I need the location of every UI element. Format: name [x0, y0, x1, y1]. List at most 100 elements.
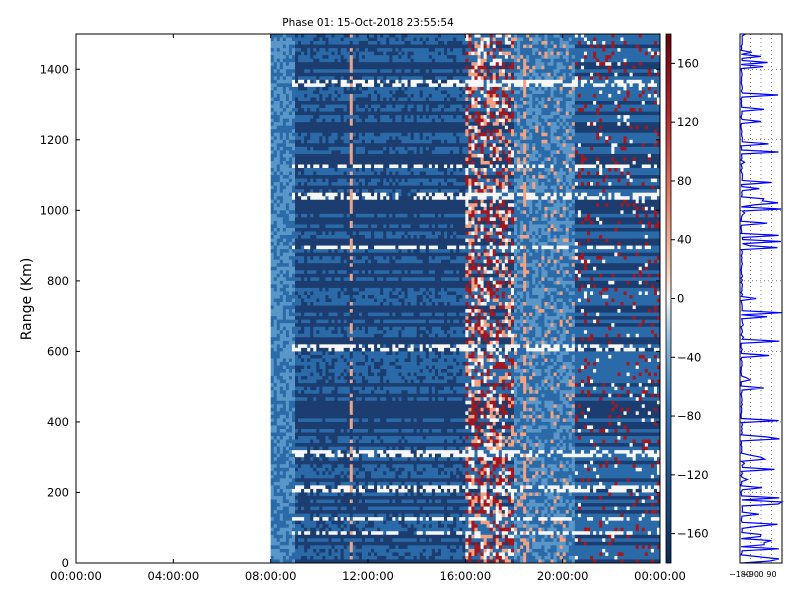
heatmap-cell [276, 104, 281, 109]
heatmap-cell [568, 164, 573, 169]
heatmap-cell [596, 108, 600, 113]
heatmap-cell [316, 93, 320, 98]
heatmap-cell [608, 125, 612, 130]
heatmap-cell [462, 37, 466, 42]
heatmap-cell [337, 125, 342, 130]
heatmap-cell [583, 168, 588, 173]
heatmap-cell [404, 122, 409, 127]
heatmap-cell [565, 41, 570, 46]
heatmap-cell [574, 118, 579, 123]
heatmap-cell [371, 122, 375, 127]
heatmap-cell [389, 72, 393, 77]
heatmap-cell [498, 79, 503, 84]
heatmap-cell [556, 108, 561, 113]
heatmap-cell [644, 143, 649, 148]
heatmap-cell [556, 115, 561, 120]
heatmap-cell [541, 118, 545, 123]
heatmap-cell [501, 136, 506, 141]
heatmap-cell [608, 79, 612, 84]
heatmap-cell [465, 160, 469, 165]
heatmap-cell [434, 97, 439, 102]
heatmap-cell [355, 65, 360, 70]
heatmap-cell [295, 136, 299, 141]
heatmap-cell [520, 76, 524, 81]
heatmap-cell [608, 97, 612, 102]
heatmap-cell [629, 34, 634, 39]
heatmap-cell [401, 37, 405, 42]
heatmap-cell [617, 62, 621, 67]
heatmap-cell [355, 86, 360, 91]
heatmap-cell [313, 157, 317, 162]
heatmap-cell [517, 90, 521, 95]
heatmap-cell [419, 34, 424, 39]
heatmap-cell [608, 132, 612, 137]
heatmap-cell [282, 108, 287, 113]
heatmap-cell [641, 83, 646, 88]
heatmap-cell [577, 69, 582, 74]
heatmap-cell [437, 118, 442, 123]
heatmap-cell [319, 125, 323, 130]
heatmap-cell [313, 76, 317, 81]
heatmap-cell [270, 150, 275, 155]
heatmap-cell [428, 55, 433, 60]
heatmap-cell [364, 160, 369, 165]
heatmap-cell [325, 62, 329, 67]
heatmap-cell [501, 150, 506, 155]
heatmap-cell [465, 104, 469, 109]
heatmap-cell [565, 118, 570, 123]
heatmap-cell [386, 76, 390, 81]
heatmap-cell [304, 65, 308, 70]
heatmap-cell [282, 160, 287, 165]
heatmap-cell [480, 79, 485, 84]
heatmap-cell [459, 143, 463, 148]
heatmap-cell [617, 125, 621, 130]
heatmap-cell [358, 48, 363, 53]
heatmap-cell [568, 93, 573, 98]
heatmap-cell [626, 55, 631, 60]
heatmap-cell [343, 136, 348, 141]
heatmap-cell [361, 83, 366, 88]
heatmap-cell [355, 139, 360, 144]
heatmap-cell [307, 41, 311, 46]
heatmap-cell [361, 69, 366, 74]
heatmap-cell [520, 160, 524, 165]
heatmap-cell [441, 62, 445, 67]
heatmap-cell [568, 101, 573, 106]
heatmap-cell [520, 111, 524, 116]
heatmap-cell [538, 132, 542, 137]
heatmap-cell [325, 136, 329, 141]
heatmap-cell [419, 160, 424, 165]
heatmap-cell [529, 65, 533, 70]
heatmap-cell [340, 143, 345, 148]
heatmap-cell [553, 122, 558, 127]
heatmap-cell [401, 51, 405, 56]
heatmap-cell [398, 150, 402, 155]
heatmap-cell [638, 129, 643, 134]
heatmap-cell [520, 97, 524, 102]
heatmap-cell [602, 97, 606, 102]
heatmap-cell [559, 143, 564, 148]
heatmap-cell [526, 122, 530, 127]
heatmap-cell [562, 168, 567, 173]
heatmap-cell [431, 83, 436, 88]
heatmap-cell [334, 164, 339, 169]
heatmap-cell [571, 62, 576, 67]
heatmap-cell [368, 44, 372, 49]
heatmap-cell [480, 129, 485, 134]
heatmap-cell [313, 164, 317, 169]
heatmap-cell [529, 146, 533, 151]
heatmap-cell [602, 90, 606, 95]
heatmap-cell [419, 139, 424, 144]
heatmap-cell [647, 37, 652, 42]
heatmap-cell [346, 101, 351, 106]
heatmap-cell [328, 111, 332, 116]
heatmap-cell [273, 62, 278, 67]
heatmap-cell [431, 146, 436, 151]
heatmap-cell [501, 76, 506, 81]
heatmap-cell [520, 157, 524, 162]
heatmap-cell [456, 48, 460, 53]
heatmap-cell [620, 115, 624, 120]
heatmap-cell [392, 150, 396, 155]
heatmap-cell [343, 41, 348, 46]
heatmap-cell [501, 65, 506, 70]
